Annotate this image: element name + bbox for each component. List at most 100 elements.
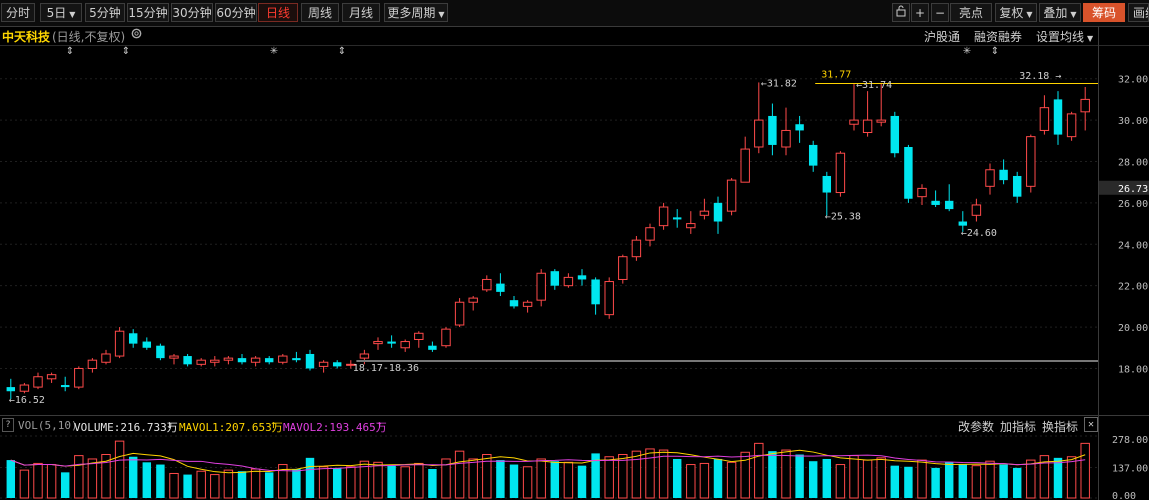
candle-body xyxy=(441,328,451,347)
candle-body xyxy=(890,115,900,154)
chips-button[interactable]: 筹码 xyxy=(1083,3,1125,22)
candle-body xyxy=(142,341,152,348)
volume-bar xyxy=(740,451,750,499)
candle-body xyxy=(876,119,886,123)
link-ma-settings[interactable]: 设置均线 ▼ xyxy=(1036,28,1093,45)
draw-line-button[interactable]: 画线 xyxy=(1128,3,1149,22)
candle-body xyxy=(128,333,138,344)
volume-ma-lines xyxy=(10,449,1086,474)
period-daily[interactable]: 日线 xyxy=(258,3,298,22)
price-chart[interactable]: 32.00 30.00 28.00 26.00 24.00 22.00 20.00 18.00… xyxy=(0,58,1149,414)
add-indicator-link[interactable]: 加指标 xyxy=(1000,420,1037,434)
stock-name: 中天科技 xyxy=(2,30,51,44)
period-more[interactable]: 更多周期 ▼ xyxy=(384,3,448,22)
volume-bar xyxy=(414,462,424,499)
candle-body xyxy=(658,206,669,227)
period-5day[interactable]: 5日 ▼ xyxy=(40,3,82,22)
close-icon[interactable]: ✕ xyxy=(1084,417,1098,432)
volume-bar xyxy=(672,458,682,498)
volume-bar xyxy=(781,449,791,499)
settings-gear-icon[interactable] xyxy=(130,27,143,43)
event-marker[interactable]: ⇕ xyxy=(337,46,347,57)
axis-separator xyxy=(1098,27,1099,500)
volume-bar xyxy=(835,464,846,499)
candle-body xyxy=(577,275,587,280)
volume-bar xyxy=(645,448,655,499)
candle-body xyxy=(250,357,261,363)
high-annotation: ←31.82 xyxy=(761,78,797,89)
period-weekly[interactable]: 周线 xyxy=(301,3,339,22)
price-tick-label: 18.00 xyxy=(1118,364,1148,375)
candle-body xyxy=(618,256,628,280)
event-markers: ⇕ ⇕ ✳ ⇕ ✳ ⇕ xyxy=(0,46,1098,58)
candle-body xyxy=(60,385,70,388)
period-fenshi[interactable]: 分时 xyxy=(1,3,35,22)
volume-bar xyxy=(60,472,70,498)
low3-annotation: ←24.60 xyxy=(961,228,997,239)
candles xyxy=(6,82,1090,400)
event-marker[interactable]: ✳ xyxy=(962,46,972,57)
period-15min[interactable]: 15分钟 xyxy=(127,3,169,22)
event-marker[interactable]: ✳ xyxy=(269,46,279,57)
candle-body xyxy=(536,272,546,301)
minus-icon[interactable]: − xyxy=(931,3,949,22)
volume-bar xyxy=(754,442,764,499)
overlay-button[interactable]: 叠加 ▼ xyxy=(1039,3,1081,22)
chart-header: 中天科技 (日线,不复权) 沪股通 融资融券 设置均线 ▼ xyxy=(0,27,1149,46)
period-monthly[interactable]: 月线 xyxy=(342,3,380,22)
adjust-button[interactable]: 复权 ▼ xyxy=(995,3,1037,22)
plus-icon[interactable]: + xyxy=(911,3,929,22)
range-annotation: 18.17-18.36 xyxy=(353,363,419,374)
volume-bar xyxy=(591,453,600,498)
link-hk-connect[interactable]: 沪股通 xyxy=(924,30,961,44)
high2-annotation: ←31.74 xyxy=(856,80,892,91)
period-30min[interactable]: 30分钟 xyxy=(171,3,213,22)
highlights-button[interactable]: 亮点 xyxy=(950,3,992,22)
volume-bar xyxy=(223,469,234,499)
period-5min[interactable]: 5分钟 xyxy=(85,3,125,22)
volume-bar xyxy=(1039,455,1050,499)
arrow-up-icon: ↑ xyxy=(376,418,383,431)
candle-body xyxy=(604,281,614,316)
candle-body xyxy=(1012,175,1022,197)
volume-bar xyxy=(128,456,138,498)
volume-grid xyxy=(0,435,1098,499)
volume-bar xyxy=(332,467,342,498)
event-marker[interactable]: ⇕ xyxy=(121,46,131,57)
volume-bar xyxy=(346,466,356,499)
volume-tick-label: 278.00 xyxy=(1112,435,1148,446)
candle-body xyxy=(400,341,410,349)
max-annotation: 31.77 xyxy=(821,69,851,80)
period-5day-label: 5日 xyxy=(46,6,67,20)
help-icon[interactable]: ? xyxy=(2,418,14,432)
candle-body xyxy=(19,384,30,392)
volume-indicator-name: VOL(5,10) xyxy=(18,419,78,432)
change-indicator-link[interactable]: 换指标 xyxy=(1042,420,1079,434)
candle-body xyxy=(726,179,737,212)
volume-bar xyxy=(101,454,111,499)
candle-body xyxy=(904,147,913,199)
link-margin-trading[interactable]: 融资融券 xyxy=(974,30,1023,44)
low-annotation: ←16.52 xyxy=(9,395,45,406)
candle-body xyxy=(414,332,424,340)
candle-body xyxy=(591,279,600,305)
chevron-down-icon: ▼ xyxy=(438,10,445,19)
volume-bar xyxy=(944,462,954,498)
price-grid xyxy=(0,78,1098,369)
volume-bar xyxy=(482,454,492,499)
volume-bar xyxy=(958,464,968,498)
volume-bar xyxy=(373,461,383,499)
volume-bar xyxy=(387,465,396,498)
event-marker[interactable]: ⇕ xyxy=(65,46,75,57)
volume-bar xyxy=(890,465,900,498)
candle-body xyxy=(305,353,315,369)
period-60min[interactable]: 60分钟 xyxy=(215,3,257,22)
lock-icon[interactable] xyxy=(892,3,910,22)
candle-body xyxy=(645,227,655,241)
volume-chart[interactable]: 278.00 137.00 0.00 xyxy=(0,434,1149,500)
lock-icon-graphic xyxy=(896,5,906,17)
event-marker[interactable]: ⇕ xyxy=(990,46,1000,57)
candle-body xyxy=(849,119,859,125)
price-tick-label: 28.00 xyxy=(1118,157,1148,168)
edit-params-link[interactable]: 改参数 xyxy=(958,420,995,434)
